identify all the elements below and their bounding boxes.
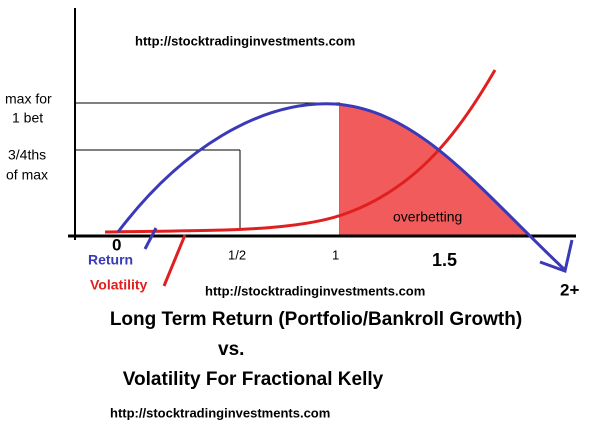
x-label: 0 xyxy=(112,235,121,254)
volatility-curve xyxy=(104,69,497,234)
overbetting-region xyxy=(340,104,530,236)
watermark: http://stocktradinginvestments.com xyxy=(135,33,355,48)
legend-volatility: Volatility xyxy=(90,277,148,293)
x-label: 1/2 xyxy=(228,247,246,262)
x-label: 1 xyxy=(332,247,339,262)
title-line: vs. xyxy=(218,339,244,360)
watermark: http://stocktradinginvestments.com xyxy=(205,283,425,298)
title-line: Volatility For Fractional Kelly xyxy=(123,369,384,390)
legend-return: Return xyxy=(88,252,133,268)
y-label: max for xyxy=(5,91,52,107)
return-arrowhead xyxy=(539,239,574,273)
x-label: 2+ xyxy=(560,280,579,299)
y-label: 1 bet xyxy=(12,110,43,126)
volatility-pointer xyxy=(162,234,187,287)
return-pointer xyxy=(143,227,158,250)
y-label: of max xyxy=(6,167,48,183)
guides xyxy=(75,102,341,236)
y-label: 3/4ths xyxy=(8,147,46,163)
watermark: http://stocktradinginvestments.com xyxy=(110,405,330,420)
annotation: overbetting xyxy=(393,209,462,225)
x-label: 1.5 xyxy=(432,250,457,270)
return-curve xyxy=(116,102,567,272)
title-line: Long Term Return (Portfolio/Bankroll Gro… xyxy=(110,309,522,330)
